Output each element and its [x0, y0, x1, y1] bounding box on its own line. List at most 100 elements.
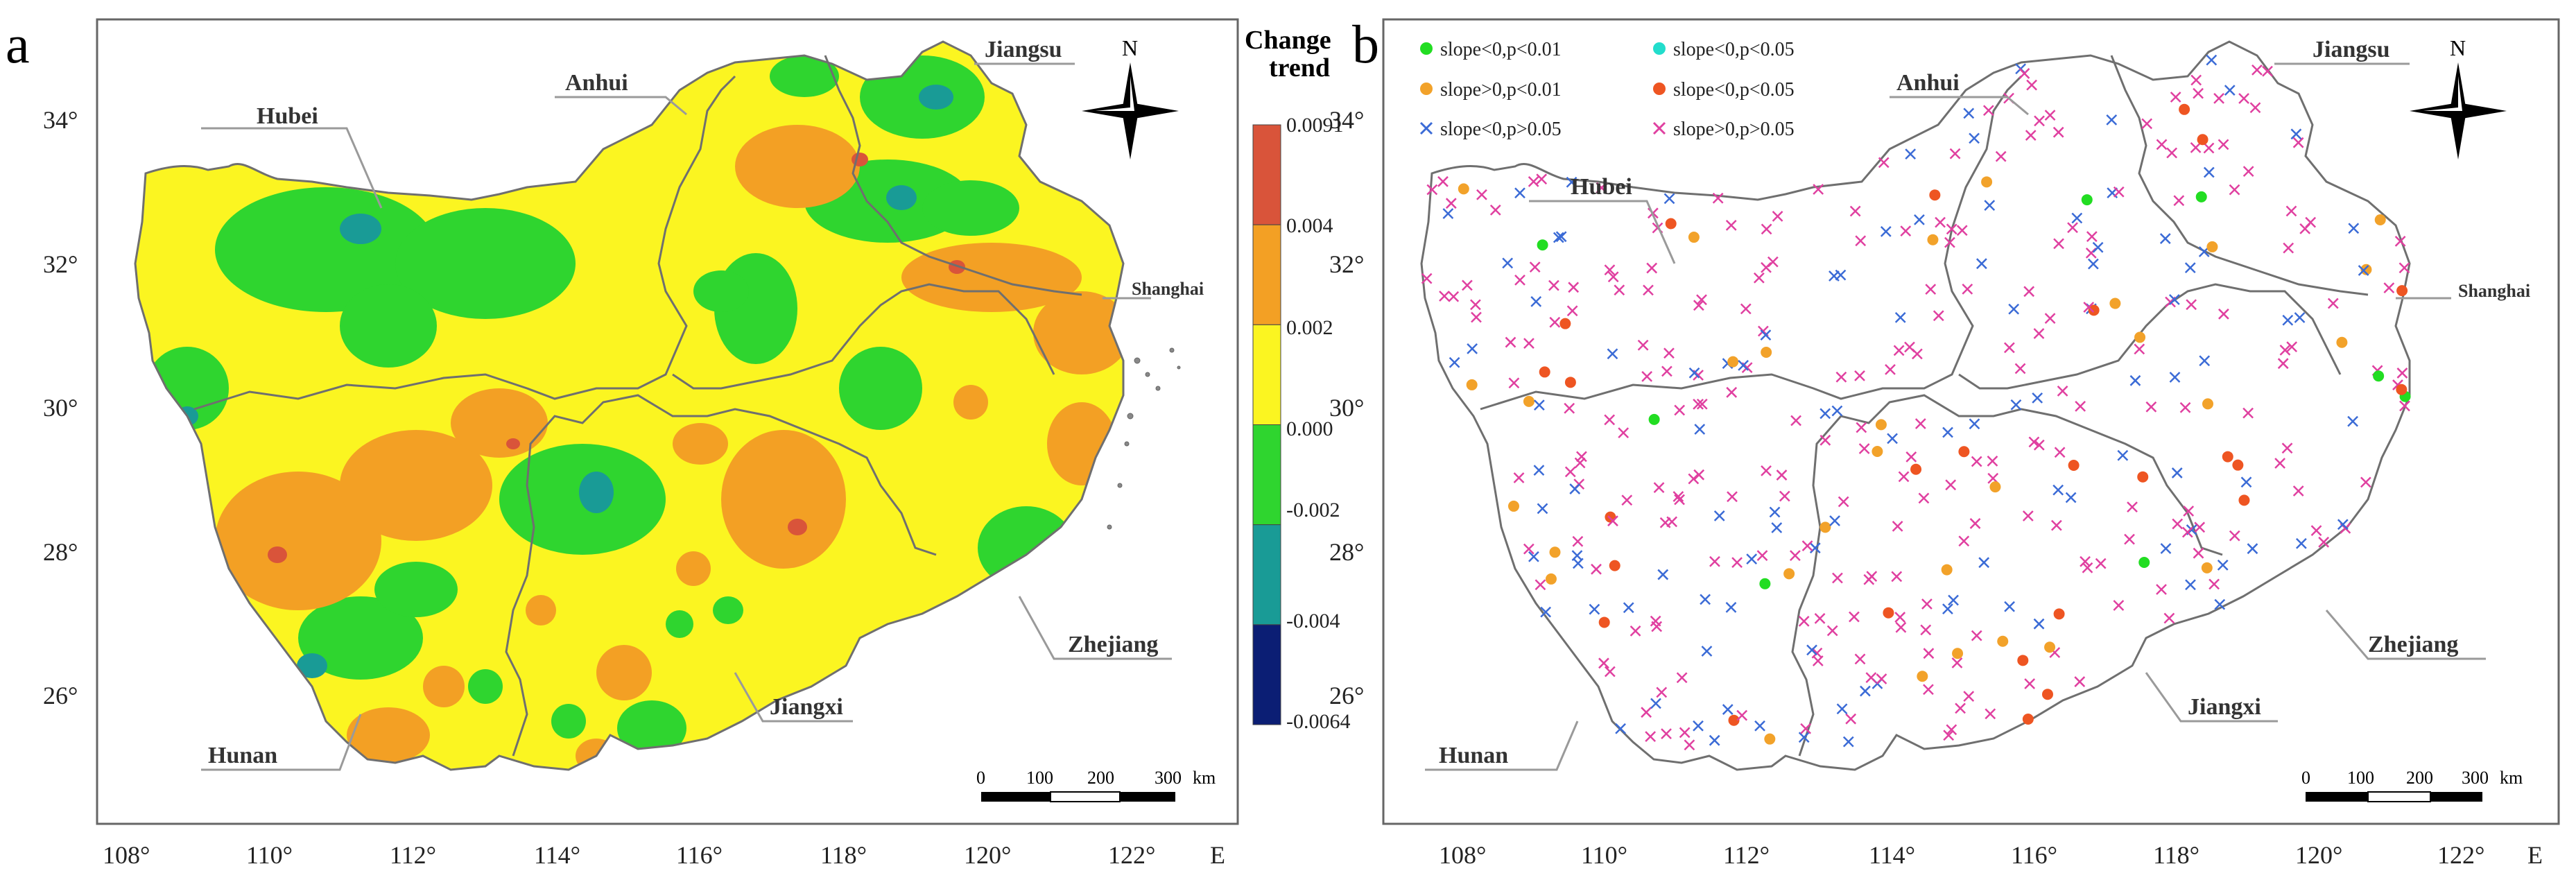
station-cross [1607, 515, 1618, 527]
station-cross [2134, 343, 2145, 355]
axis-ticks-a: 34° 32° 30° 28° 26° 108° 110° 112° 114° … [43, 106, 1225, 869]
station-cross [2033, 618, 2045, 630]
station-cross [1566, 176, 1577, 188]
station-cross [1659, 517, 1671, 528]
station-cross [1641, 707, 1652, 718]
axis-ticks-b: 34° 32° 30° 28° 26° 108° 110° 112° 114° … [1329, 106, 2543, 869]
y-tick: 28° [43, 538, 78, 566]
station-markers [1421, 54, 2411, 751]
station-dot [1559, 318, 1571, 329]
y-tick: 26° [1329, 682, 1364, 709]
station-cross [1566, 305, 1578, 317]
station-cross [1674, 404, 1686, 416]
station-cross [1615, 723, 1626, 734]
label-shanghai-b: Shanghai [2458, 281, 2530, 301]
station-cross [1614, 284, 1625, 296]
station-cross [2080, 555, 2091, 567]
station-cross [2034, 115, 2045, 127]
station-cross [2285, 205, 2297, 217]
station-dot [1929, 189, 1941, 201]
station-cross [1604, 264, 1616, 276]
station-cross [1746, 553, 1758, 564]
station-cross [1727, 491, 1738, 503]
station-cross [1523, 338, 1535, 350]
station-dot [1523, 395, 1535, 407]
station-cross [2145, 401, 2157, 413]
station-cross [1514, 187, 1525, 199]
station-cross [1598, 657, 1609, 669]
station-cross [1894, 311, 1906, 323]
station-cross [1849, 205, 1861, 217]
station-cross [2170, 92, 2181, 103]
station-cross [1801, 540, 1813, 551]
station-dot [2195, 191, 2207, 202]
station-dot [2137, 471, 2149, 483]
station-cross [1688, 367, 1700, 379]
station-cross [1798, 732, 1810, 743]
station-cross [1568, 282, 1580, 293]
station-cross [2242, 166, 2254, 177]
station-cross [1448, 291, 1460, 302]
station-cross [2292, 137, 2304, 148]
label-hunan-a: Hunan [208, 743, 277, 768]
station-cross [1790, 550, 1801, 561]
station-dot [1728, 714, 1740, 726]
station-cross [1987, 456, 1998, 467]
legend-symbol [1420, 83, 1433, 95]
station-dot [2017, 655, 2029, 666]
station-cross [1530, 296, 1542, 307]
station-cross [1533, 399, 1545, 411]
x-tick: 108° [1439, 841, 1486, 869]
legend-text: slope>0,p>0.05 [1673, 119, 1795, 140]
station-cross [1876, 673, 1887, 684]
province-borders-a [134, 40, 1125, 771]
station-cross [2396, 368, 2408, 379]
station-dot [1783, 568, 1795, 580]
scale-label: 300 [1155, 768, 1182, 788]
station-cross [1663, 193, 1675, 205]
station-cross [1776, 469, 1788, 481]
station-cross [1618, 427, 1630, 438]
station-cross [1535, 579, 1546, 591]
station-cross [2185, 579, 2196, 591]
station-dot [2088, 304, 2100, 316]
station-cross [2183, 506, 2195, 517]
station-cross [1863, 573, 1875, 585]
station-cross [2124, 533, 2135, 545]
station-cross [1969, 518, 1981, 529]
station-cross [2181, 526, 2193, 538]
station-cross [2213, 92, 2224, 104]
legend-symbol [1419, 121, 1433, 135]
station-dot [1997, 635, 2009, 647]
station-cross [2044, 313, 2056, 325]
station-cross [1842, 736, 1854, 748]
legend-tick: 0.0091 [1286, 114, 1344, 137]
x-tick: 122° [2437, 841, 2484, 869]
station-cross [2156, 584, 2167, 595]
label-hubei-b: Hubei [1571, 174, 1632, 200]
legend-tick: 0.004 [1286, 214, 1333, 237]
station-cross [2279, 344, 2291, 356]
station-dot [1764, 733, 1776, 745]
legend-symbol [1653, 42, 1666, 55]
station-cross [1814, 612, 1826, 624]
north-arrow-icon-a: N [1082, 35, 1179, 159]
x-tick: 108° [103, 841, 150, 869]
station-cross [2193, 547, 2204, 559]
station-cross [1971, 630, 1982, 641]
station-cross [1949, 148, 1961, 159]
station-cross [1925, 284, 1937, 295]
station-cross [2141, 118, 2153, 130]
station-cross [1831, 405, 1843, 417]
legend-tick: -0.002 [1286, 499, 1340, 521]
station-cross [2295, 537, 2307, 549]
station-dot [2081, 194, 2093, 206]
legend-color-swatch [1252, 224, 1281, 325]
station-cross [1712, 192, 1724, 204]
station-cross [1700, 594, 1711, 605]
station-cross [1976, 258, 1987, 270]
station-cross [1963, 107, 1975, 119]
station-cross [1696, 398, 1708, 410]
station-dot [1941, 564, 1953, 576]
station-cross [1569, 483, 1581, 494]
